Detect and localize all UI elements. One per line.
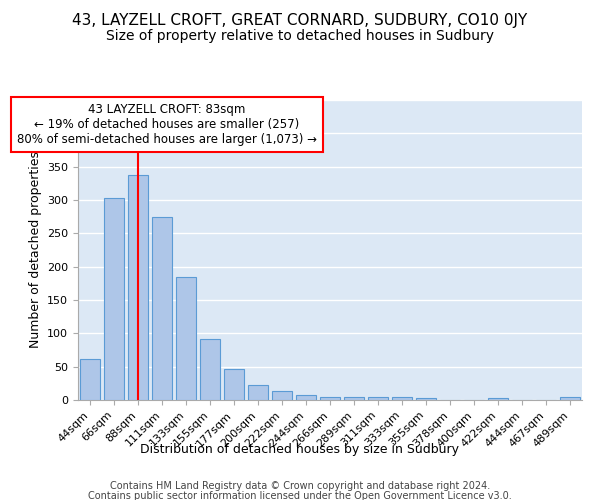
Bar: [368, 396, 388, 400]
Text: Contains public sector information licensed under the Open Government Licence v3: Contains public sector information licen…: [88, 491, 512, 500]
Bar: [272, 392, 292, 400]
Bar: [128, 174, 148, 400]
Bar: [80, 358, 100, 400]
Bar: [152, 216, 172, 400]
Y-axis label: Number of detached properties: Number of detached properties: [29, 152, 41, 348]
Bar: [296, 396, 316, 400]
Text: Distribution of detached houses by size in Sudbury: Distribution of detached houses by size …: [140, 442, 460, 456]
Bar: [320, 396, 340, 400]
Bar: [416, 398, 436, 400]
Bar: [248, 384, 268, 400]
Bar: [392, 398, 412, 400]
Text: Contains HM Land Registry data © Crown copyright and database right 2024.: Contains HM Land Registry data © Crown c…: [110, 481, 490, 491]
Bar: [224, 370, 244, 400]
Text: Size of property relative to detached houses in Sudbury: Size of property relative to detached ho…: [106, 29, 494, 43]
Bar: [560, 398, 580, 400]
Bar: [344, 398, 364, 400]
Bar: [200, 340, 220, 400]
Bar: [176, 276, 196, 400]
Text: 43, LAYZELL CROFT, GREAT CORNARD, SUDBURY, CO10 0JY: 43, LAYZELL CROFT, GREAT CORNARD, SUDBUR…: [73, 12, 527, 28]
Text: 43 LAYZELL CROFT: 83sqm
← 19% of detached houses are smaller (257)
80% of semi-d: 43 LAYZELL CROFT: 83sqm ← 19% of detache…: [17, 104, 317, 146]
Bar: [104, 198, 124, 400]
Bar: [488, 398, 508, 400]
